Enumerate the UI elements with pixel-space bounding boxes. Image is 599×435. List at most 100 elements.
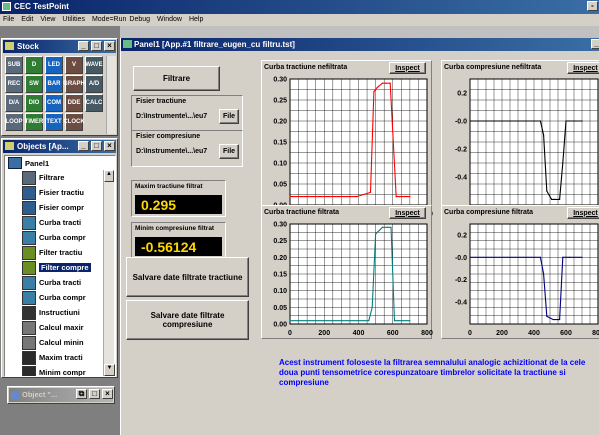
- chart-title: Curba compresiune nefiltrata: [444, 64, 542, 71]
- inspect-button[interactable]: Inspect: [567, 62, 599, 74]
- stock-tool-sub-icon[interactable]: SUB: [5, 56, 23, 74]
- minimize-app-button[interactable]: -: [587, 1, 598, 11]
- panel-title-bar[interactable]: Panel1 [App.#1 filtrare_eugen_cu filtru.…: [121, 38, 599, 51]
- tree-root-panel[interactable]: Panel1: [5, 156, 115, 170]
- stock-scrollbar[interactable]: [106, 56, 116, 134]
- stock-tool-graph-icon[interactable]: GRAPH: [63, 75, 85, 93]
- minimized-restore-button[interactable]: ⧉: [76, 389, 87, 399]
- tree-item[interactable]: Filter compre: [5, 260, 115, 275]
- menu-view[interactable]: View: [40, 16, 56, 23]
- tree-item[interactable]: Filter tractiu: [5, 245, 115, 260]
- stock-close-button[interactable]: ×: [104, 41, 115, 51]
- stock-tool-led-icon[interactable]: LED: [45, 56, 63, 74]
- menu-utilities[interactable]: Utilities: [62, 16, 85, 23]
- menu-window[interactable]: Window: [157, 16, 182, 23]
- stock-tool-ad-icon[interactable]: A/D: [85, 75, 103, 93]
- stock-tool-v-icon[interactable]: V: [65, 56, 83, 74]
- scroll-up-button[interactable]: ▲: [104, 170, 114, 182]
- stock-title-bar[interactable]: Stock _ □ ×: [3, 40, 116, 53]
- stock-tool-dde-icon[interactable]: DDE: [65, 94, 83, 112]
- stock-tool-dio-icon[interactable]: DIO: [25, 94, 43, 112]
- minimized-object-window[interactable]: Object "... ⧉ □ ×: [7, 386, 115, 404]
- file-compresiune-group: Fisier compresiune D:\Instrumente\...\eu…: [131, 130, 243, 167]
- menu-edit[interactable]: Edit: [21, 16, 34, 23]
- stock-tool-loop-icon[interactable]: LOOP: [5, 113, 23, 131]
- panel-minimize-button[interactable]: _: [591, 39, 599, 49]
- stock-tool-sw-icon[interactable]: SW: [25, 75, 43, 93]
- minimized-title-bar[interactable]: Object "... ⧉ □ ×: [9, 388, 113, 402]
- stock-tool-d-icon[interactable]: D: [25, 56, 43, 74]
- inspect-button[interactable]: Inspect: [389, 207, 426, 219]
- save-tractiune-button[interactable]: Salvare date filtrate tractiune: [126, 257, 249, 297]
- objects-icon: [5, 142, 14, 150]
- x-tick-label: 600: [387, 330, 399, 337]
- stock-maximize-button[interactable]: □: [91, 41, 102, 51]
- tree-item-label: Maxim tracti: [39, 353, 83, 362]
- series-point: [562, 162, 564, 164]
- graph-icon: [22, 290, 36, 305]
- tree-item[interactable]: Curba tracti: [5, 275, 115, 290]
- minimized-close-button[interactable]: ×: [102, 389, 113, 399]
- chart-panel-tractiune-nefiltrata: Curba tractiune nefiltrata Inspect 02004…: [261, 60, 433, 220]
- minimized-maximize-button[interactable]: □: [89, 389, 100, 399]
- stock-minimize-button[interactable]: _: [78, 41, 89, 51]
- instructions-text: Acest instrument foloseste la filtrarea …: [279, 358, 586, 387]
- objects-close-button[interactable]: ×: [104, 141, 115, 151]
- x-tick-label: 400: [528, 330, 540, 337]
- y-tick-label: 0.25: [273, 98, 287, 105]
- x-tick-label: 200: [318, 330, 330, 337]
- menu-debug[interactable]: Debug: [129, 16, 151, 23]
- filtrare-button[interactable]: Filtrare: [133, 66, 220, 91]
- objects-title-bar[interactable]: Objects [Ap... _ □ ×: [3, 140, 116, 153]
- objects-maximize-button[interactable]: □: [91, 141, 102, 151]
- stock-tool-rec-icon[interactable]: REC: [5, 75, 23, 93]
- tree-item[interactable]: Curba compr: [5, 230, 115, 245]
- tree-item[interactable]: Calcul minin: [5, 335, 115, 350]
- stock-tool-com-icon[interactable]: COM: [45, 94, 63, 112]
- panel-window-icon: [123, 40, 132, 48]
- file-compresiune-button[interactable]: File: [219, 144, 239, 159]
- stock-tool-clock-icon[interactable]: CLOCK: [63, 113, 85, 131]
- file-tractiune-group: Fisier tractiune D:\Instrumente\...\eu7 …: [131, 95, 243, 132]
- minim-label: Minim compresiune filtrat: [135, 225, 215, 232]
- tree-item[interactable]: Filtrare: [5, 170, 115, 185]
- inspect-button[interactable]: Inspect: [389, 62, 426, 74]
- x-tick-label: 800: [592, 330, 599, 337]
- objects-minimize-button[interactable]: _: [78, 141, 89, 151]
- tree-item[interactable]: Calcul maxir: [5, 320, 115, 335]
- y-tick-label: 0.15: [273, 272, 287, 279]
- stock-title: Stock: [17, 42, 39, 51]
- series-point: [390, 226, 392, 228]
- stock-tool-text-icon[interactable]: TEXT: [45, 113, 63, 131]
- series-point: [565, 120, 567, 122]
- tree-item[interactable]: Curba tracti: [5, 215, 115, 230]
- tree-item[interactable]: Fisier compr: [5, 200, 115, 215]
- inspect-button[interactable]: Inspect: [567, 207, 599, 219]
- menu-file[interactable]: File: [3, 16, 15, 23]
- file-tractiune-button[interactable]: File: [219, 109, 239, 124]
- save-compresiune-button[interactable]: Salvare date filtrate compresiune: [126, 300, 249, 340]
- tree-item-label: Filtrare: [39, 173, 65, 182]
- series-point: [551, 198, 553, 200]
- y-tick-label: 0.20: [273, 255, 287, 262]
- stock-tool-da-icon[interactable]: D/A: [5, 94, 23, 112]
- file-icon: [22, 200, 36, 215]
- stock-tool-bar-icon[interactable]: BAR: [45, 75, 63, 93]
- tree-item[interactable]: Maxim tracti: [5, 350, 115, 365]
- stock-tool-wave-icon[interactable]: WAVE: [85, 56, 103, 74]
- tree-item[interactable]: Fisier tractiu: [5, 185, 115, 200]
- menu-mode[interactable]: Mode=Run: [91, 16, 127, 23]
- scroll-down-button[interactable]: ▼: [104, 364, 115, 376]
- stock-tool-timer-icon[interactable]: TIMER: [25, 113, 43, 131]
- minim-display: -0.56124: [135, 237, 222, 256]
- menu-help[interactable]: Help: [188, 16, 204, 23]
- tree-item[interactable]: Minim compr: [5, 365, 115, 376]
- tree-item[interactable]: Curba compr: [5, 290, 115, 305]
- tree-item[interactable]: Instructiuni: [5, 305, 115, 320]
- series-point: [381, 82, 384, 84]
- maxim-group: Maxim tractiune filtrat 0.295: [131, 180, 226, 217]
- x-tick-label: 200: [496, 330, 508, 337]
- stock-tool-calc-icon[interactable]: CALC: [85, 94, 103, 112]
- objects-scrollbar[interactable]: ▲ ▼: [103, 170, 115, 376]
- chart-panel-compresiune-nefiltrata: Curba compresiune nefiltrata Inspect 020…: [441, 60, 599, 220]
